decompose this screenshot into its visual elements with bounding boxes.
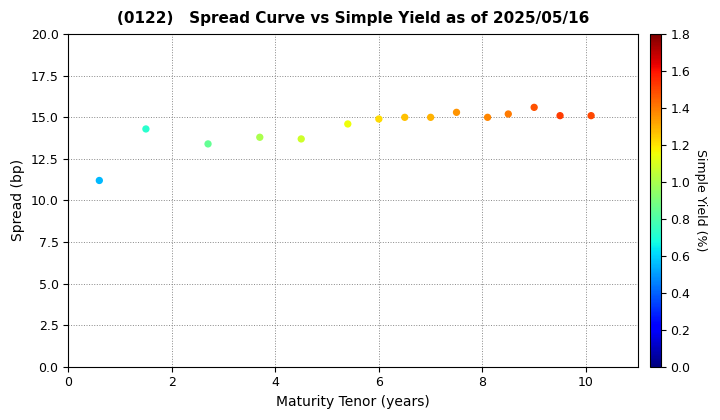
Point	[254, 134, 266, 141]
Point	[528, 104, 540, 111]
Point	[342, 121, 354, 127]
Title: (0122)   Spread Curve vs Simple Yield as of 2025/05/16: (0122) Spread Curve vs Simple Yield as o…	[117, 11, 589, 26]
Point	[140, 126, 152, 132]
Point	[585, 112, 597, 119]
Point	[503, 110, 514, 117]
Point	[202, 141, 214, 147]
X-axis label: Maturity Tenor (years): Maturity Tenor (years)	[276, 395, 430, 409]
Y-axis label: Simple Yield (%): Simple Yield (%)	[694, 149, 707, 252]
Point	[554, 112, 566, 119]
Point	[94, 177, 105, 184]
Y-axis label: Spread (bp): Spread (bp)	[11, 159, 25, 242]
Point	[451, 109, 462, 116]
Point	[295, 136, 307, 142]
Point	[425, 114, 436, 121]
Point	[373, 116, 384, 122]
Point	[482, 114, 493, 121]
Point	[399, 114, 410, 121]
